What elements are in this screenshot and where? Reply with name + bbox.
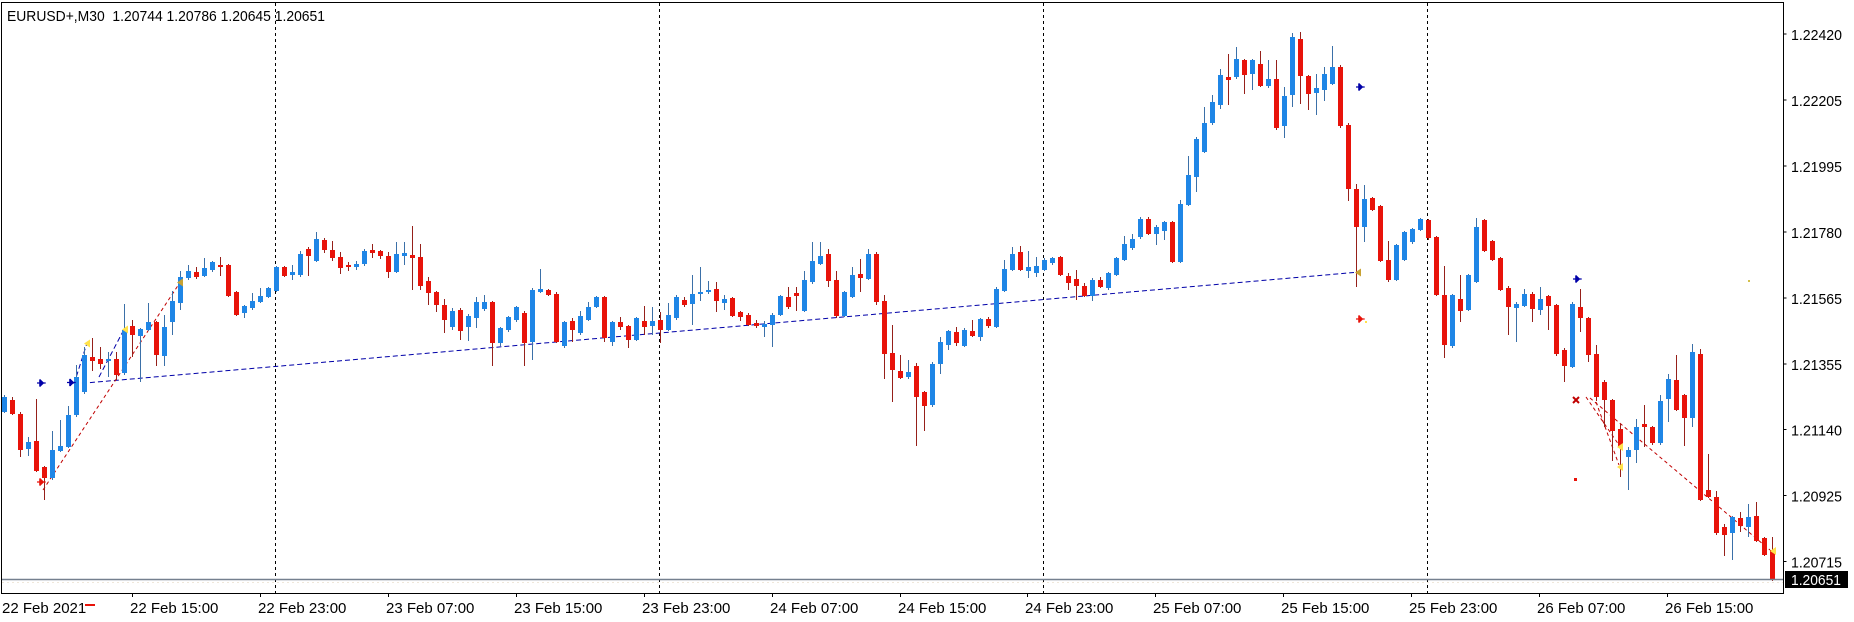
svg-text:24 Feb 07:00: 24 Feb 07:00 (770, 600, 858, 617)
svg-text:22 Feb 15:00: 22 Feb 15:00 (130, 600, 218, 617)
svg-text:25 Feb 07:00: 25 Feb 07:00 (1153, 600, 1241, 617)
svg-text:24 Feb 23:00: 24 Feb 23:00 (1025, 600, 1113, 617)
svg-text:23 Feb 23:00: 23 Feb 23:00 (642, 600, 730, 617)
svg-text:25 Feb 15:00: 25 Feb 15:00 (1281, 600, 1369, 617)
svg-text:1.20651: 1.20651 (1791, 572, 1841, 589)
svg-text:1.21140: 1.21140 (1791, 423, 1842, 440)
svg-text:26 Feb 15:00: 26 Feb 15:00 (1665, 600, 1753, 617)
svg-text:24 Feb 15:00: 24 Feb 15:00 (898, 600, 986, 617)
svg-text:26 Feb 07:00: 26 Feb 07:00 (1537, 600, 1625, 617)
svg-text:1.21565: 1.21565 (1791, 291, 1842, 308)
svg-text:23 Feb 15:00: 23 Feb 15:00 (514, 600, 602, 617)
svg-text:22 Feb 23:00: 22 Feb 23:00 (258, 600, 346, 617)
svg-text:1.20715: 1.20715 (1791, 555, 1842, 572)
svg-text:1.21995: 1.21995 (1791, 159, 1842, 176)
svg-text:1.20925: 1.20925 (1791, 489, 1842, 506)
svg-text:22 Feb 2021: 22 Feb 2021 (2, 600, 86, 617)
svg-text:1.21355: 1.21355 (1791, 357, 1842, 374)
svg-text:25 Feb 23:00: 25 Feb 23:00 (1409, 600, 1497, 617)
svg-text:1.21780: 1.21780 (1791, 225, 1842, 242)
svg-text:1.22205: 1.22205 (1791, 93, 1842, 110)
svg-text:23 Feb 07:00: 23 Feb 07:00 (386, 600, 474, 617)
svg-text:1.22420: 1.22420 (1791, 27, 1842, 44)
svg-text:EURUSD+,M30 1.20744 1.20786 1: EURUSD+,M30 1.20744 1.20786 1.20645 1.20… (7, 8, 325, 25)
